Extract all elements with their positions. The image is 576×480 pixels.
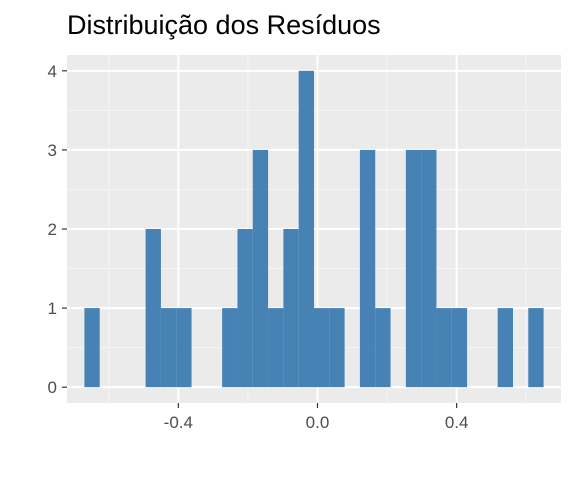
histogram-bar xyxy=(405,149,422,388)
x-tick-label: -0.4 xyxy=(164,413,193,432)
y-tick-label: 4 xyxy=(48,62,57,81)
histogram-bar xyxy=(329,308,345,388)
histogram-bar xyxy=(436,308,452,388)
histogram-bar xyxy=(421,149,437,388)
x-axis: -0.4 0.0 0.4 xyxy=(164,403,469,432)
histogram-bars xyxy=(84,70,544,388)
histogram-bar xyxy=(145,229,161,388)
histogram-bar xyxy=(160,308,177,388)
histogram-bar xyxy=(375,308,391,388)
histogram-bar xyxy=(283,229,299,388)
y-tick-label: 1 xyxy=(48,299,57,318)
histogram-bar xyxy=(84,308,100,388)
y-tick-label: 2 xyxy=(48,220,57,239)
histogram-bar xyxy=(314,308,330,388)
histogram-bar xyxy=(359,149,376,388)
histogram-bar xyxy=(252,149,269,388)
histogram-bar xyxy=(497,308,513,388)
histogram-bar xyxy=(176,308,192,388)
x-tick-label: 0.4 xyxy=(445,413,469,432)
x-tick-label: 0.0 xyxy=(306,413,330,432)
histogram-bar xyxy=(222,308,238,388)
chart-title: Distribuição dos Resíduos xyxy=(67,10,381,40)
histogram-bar xyxy=(298,70,314,388)
histogram-bar xyxy=(237,229,253,388)
histogram-bar xyxy=(528,308,544,388)
y-tick-label: 0 xyxy=(48,378,57,397)
y-axis: 0 1 2 3 4 xyxy=(48,62,67,397)
y-tick-label: 3 xyxy=(48,141,57,160)
histogram-bar xyxy=(268,308,284,388)
histogram-bar xyxy=(451,308,468,388)
